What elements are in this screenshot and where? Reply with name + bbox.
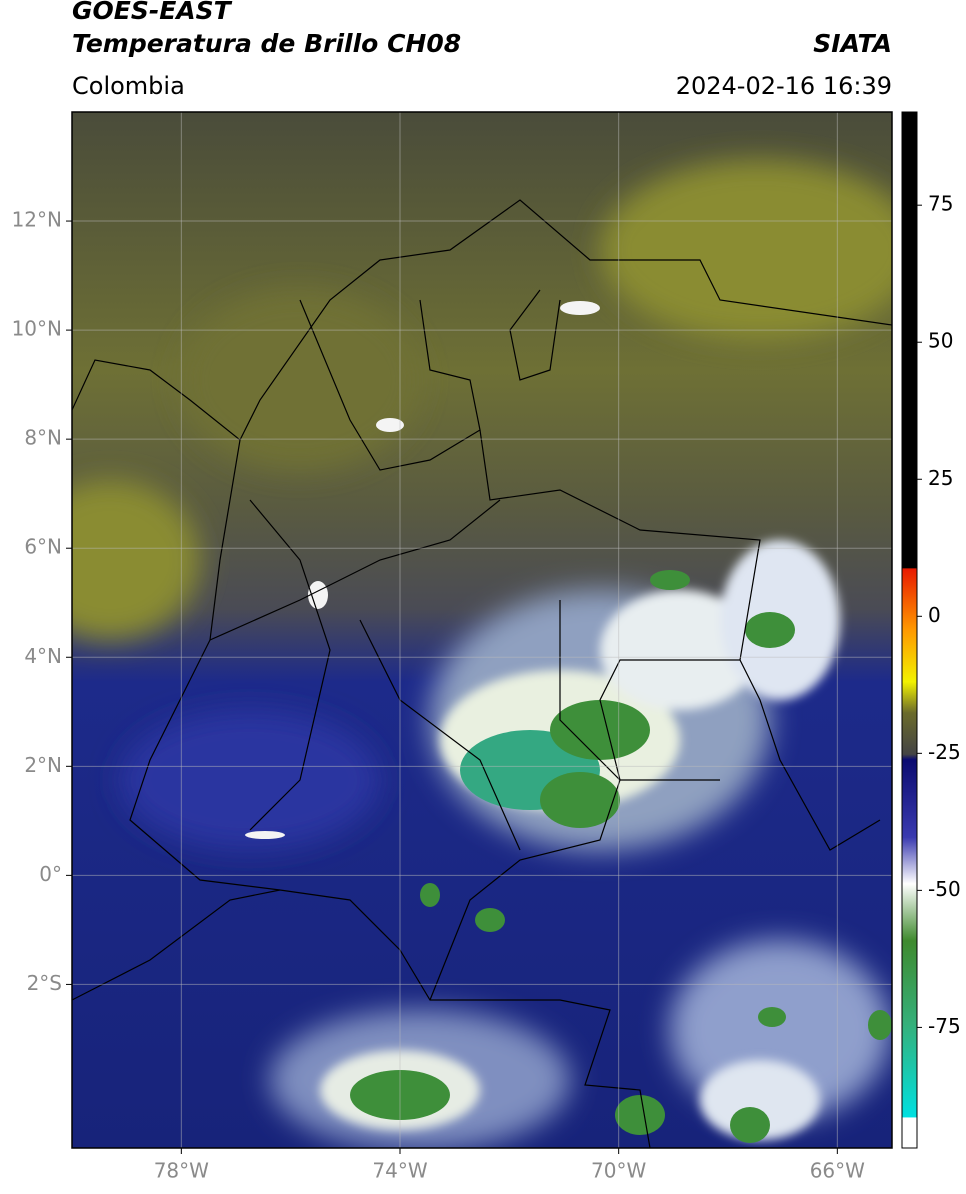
colorbar-tick-label: -25	[928, 740, 961, 764]
map-frame	[71, 111, 893, 1149]
y-tick-label: 12°N	[12, 208, 62, 232]
region: Colombia	[72, 72, 185, 100]
colorbar-tick-label: 75	[928, 192, 953, 216]
product: Temperatura de Brillo CH08	[72, 29, 461, 58]
source: SIATA	[813, 29, 892, 58]
y-tick-label: 2°S	[27, 971, 62, 995]
x-tick-label: 74°W	[372, 1159, 427, 1183]
grid	[72, 112, 892, 1148]
colorbar-tick-label: -50	[928, 877, 961, 901]
y-tick-label: 4°N	[24, 644, 62, 668]
y-tick-label: 6°N	[24, 535, 62, 559]
colorbar-tick-label: -75	[928, 1014, 961, 1038]
colorbar-tick-label: 25	[928, 466, 953, 490]
colorbar-tick-label: 0	[928, 603, 941, 627]
satellite-image	[72, 112, 892, 1148]
y-tick-label: 8°N	[24, 426, 62, 450]
y-tick-label: 10°N	[12, 317, 62, 341]
satellite: GOES-EAST	[72, 0, 233, 25]
colorbar-tick-label: 50	[928, 329, 953, 353]
x-tick-label: 78°W	[154, 1159, 209, 1183]
x-tick-label: 66°W	[810, 1159, 865, 1183]
y-tick-label: 0°	[39, 862, 62, 886]
colorbar	[901, 111, 918, 1149]
datetime: 2024-02-16 16:39	[676, 72, 892, 100]
x-tick-label: 70°W	[591, 1159, 646, 1183]
y-tick-label: 2°N	[24, 753, 62, 777]
